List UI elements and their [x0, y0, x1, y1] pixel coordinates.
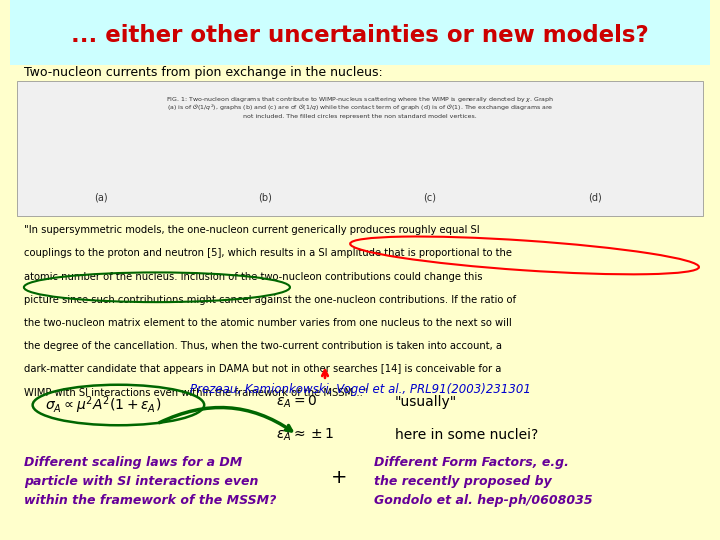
Text: Two-nucleon currents from pion exchange in the nucleus:: Two-nucleon currents from pion exchange … — [24, 66, 382, 79]
Text: Different scaling laws for a DM
particle with SI interactions even
within the fr: Different scaling laws for a DM particle… — [24, 456, 276, 507]
FancyBboxPatch shape — [17, 81, 703, 216]
Text: the degree of the cancellation. Thus, when the two-current contribution is taken: the degree of the cancellation. Thus, wh… — [24, 341, 502, 352]
Text: Prezeau, Kamionkowski, Vogel et al., PRL91(2003)231301: Prezeau, Kamionkowski, Vogel et al., PRL… — [189, 383, 531, 396]
Text: (a): (a) — [94, 192, 108, 202]
Text: +: + — [330, 468, 347, 488]
Text: (d): (d) — [588, 192, 601, 202]
Text: (b): (b) — [258, 192, 272, 202]
Text: "In supersymmetric models, the one-nucleon current generically produces roughly : "In supersymmetric models, the one-nucle… — [24, 225, 480, 235]
Text: (c): (c) — [423, 192, 436, 202]
Text: $\varepsilon_A = 0$: $\varepsilon_A = 0$ — [276, 394, 318, 410]
Text: $\varepsilon_A \approx \pm 1$: $\varepsilon_A \approx \pm 1$ — [276, 427, 334, 443]
Text: WIMP with SI interactions even within the framework of the MSSM...": WIMP with SI interactions even within th… — [24, 388, 367, 398]
Text: $\sigma_A \propto \mu^2 A^2(1+\varepsilon_A)$: $\sigma_A \propto \mu^2 A^2(1+\varepsilo… — [45, 394, 161, 416]
Text: dark-matter candidate that appears in DAMA but not in other searches [14] is con: dark-matter candidate that appears in DA… — [24, 364, 501, 375]
Text: the two-nucleon matrix element to the atomic number varies from one nucleus to t: the two-nucleon matrix element to the at… — [24, 318, 512, 328]
Text: (a) is of $\mathcal{O}(1/q^2)$, graphs (b) and (c) are of $\mathcal{O}(1/q)$ whi: (a) is of $\mathcal{O}(1/q^2)$, graphs (… — [167, 103, 553, 113]
Text: picture since such contributions might cancel against the one-nucleon contributi: picture since such contributions might c… — [24, 295, 516, 305]
Text: here in some nuclei?: here in some nuclei? — [395, 428, 539, 442]
Text: not included. The filled circles represent the non standard model vertices.: not included. The filled circles represe… — [243, 113, 477, 119]
Text: couplings to the proton and neutron [5], which results in a SI amplitude that is: couplings to the proton and neutron [5],… — [24, 248, 512, 259]
Text: ... either other uncertainties or new models?: ... either other uncertainties or new mo… — [71, 24, 649, 46]
Text: atomic number of the nucleus. Inclusion of the two-nucleon contributions could c: atomic number of the nucleus. Inclusion … — [24, 272, 482, 282]
Text: "usually": "usually" — [395, 395, 457, 409]
FancyBboxPatch shape — [10, 0, 710, 65]
Text: Different Form Factors, e.g.
the recently proposed by
Gondolo et al. hep-ph/0608: Different Form Factors, e.g. the recentl… — [374, 456, 593, 507]
Text: FIG. 1: Two-nucleon diagrams that contribute to WIMP-nucleus scattering where th: FIG. 1: Two-nucleon diagrams that contri… — [166, 96, 554, 104]
